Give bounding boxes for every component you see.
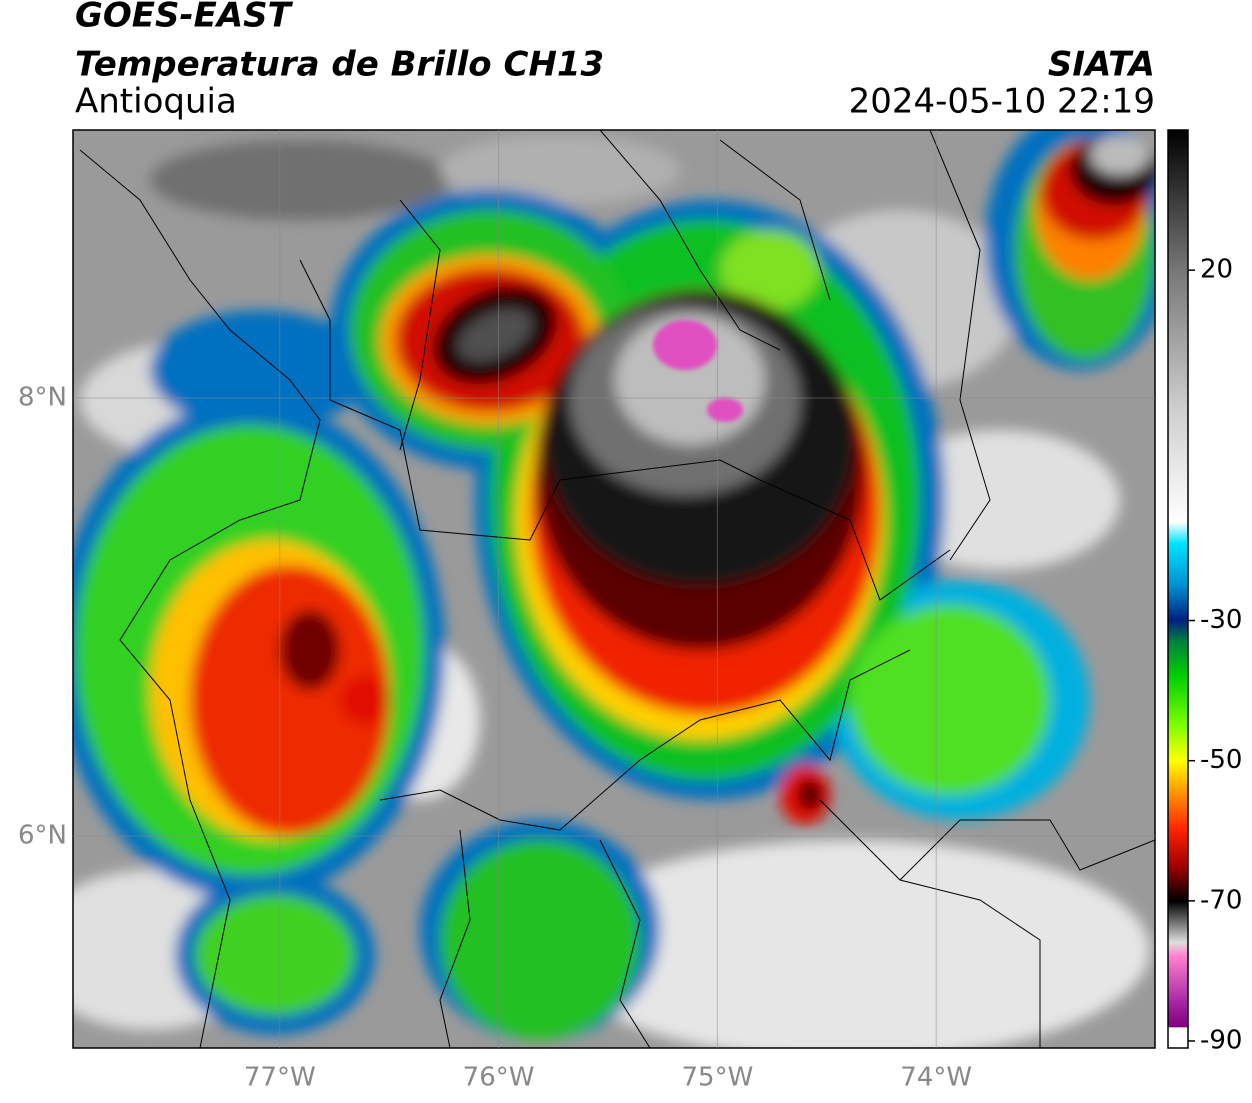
colorbar-tick-label: -30 (1200, 605, 1242, 635)
colorbar-tick-label: -90 (1200, 1025, 1242, 1055)
x-tick-label: 74°W (900, 1063, 972, 1093)
x-tick-label: 76°W (463, 1063, 535, 1093)
map-frame (72, 129, 1156, 1049)
title: GOES-EAST (75, 0, 294, 36)
x-tick-label: 77°W (244, 1063, 316, 1093)
datetime: 2024-05-10 22:19 (849, 82, 1155, 122)
y-tick-label: 8°N (18, 383, 67, 413)
colorbar-tick-label: -50 (1200, 745, 1242, 775)
colorbar-tick-label: 20 (1200, 255, 1233, 285)
colorbar (1167, 129, 1189, 1049)
y-tick-label: 6°N (18, 821, 67, 851)
x-tick-label: 75°W (681, 1063, 753, 1093)
satellite-image (73, 130, 1155, 1048)
colorbar-tick-label: -70 (1200, 885, 1242, 915)
region: Antioquia (75, 82, 237, 122)
subtitle: Temperatura de Brillo CH13 (75, 45, 604, 85)
source: SIATA (1048, 45, 1155, 85)
